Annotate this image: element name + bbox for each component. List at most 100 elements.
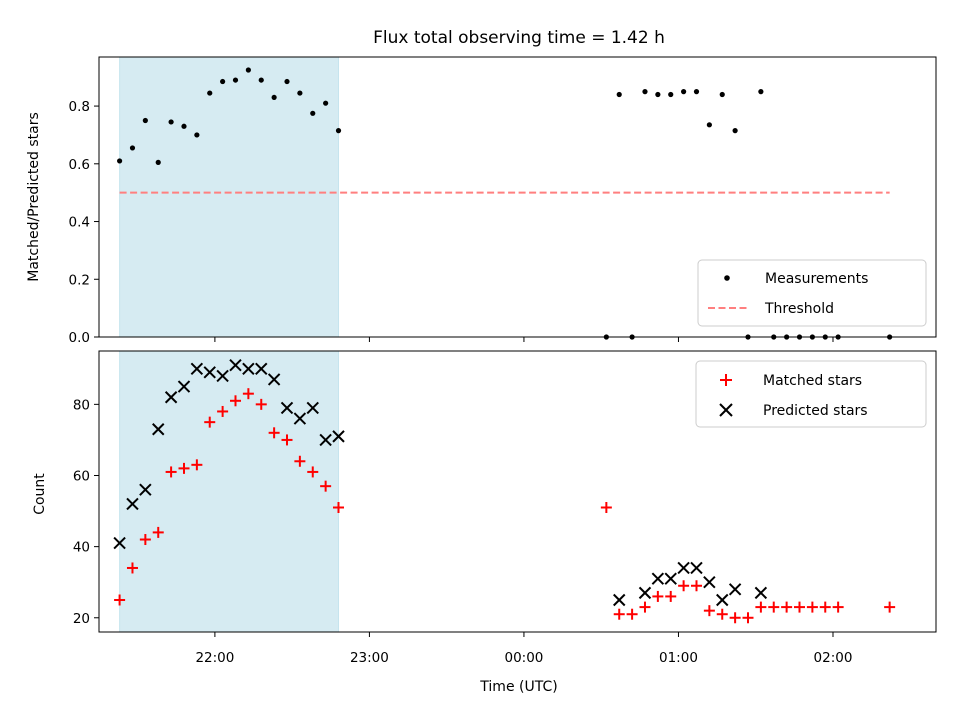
- bottom-y-ticks: 20 40 60 80: [73, 397, 99, 627]
- matched-star-point: [729, 612, 741, 624]
- predicted-star-point: [126, 497, 139, 511]
- matched-star-point: [690, 580, 702, 592]
- predicted-star-point: [293, 412, 307, 425]
- y-tick-label: 80: [73, 397, 90, 413]
- matched-star-point: [152, 526, 164, 538]
- matched-star-point: [678, 580, 690, 592]
- measurement-point: [220, 78, 226, 85]
- x-tick-label: 00:00: [504, 650, 543, 666]
- y-tick-label: 0.0: [69, 330, 90, 346]
- measurement-point: [142, 117, 148, 124]
- measurement-point: [258, 77, 264, 83]
- matched-star-point: [333, 502, 345, 514]
- measurement-point: [719, 91, 725, 98]
- x-tick-label: 01:00: [659, 650, 698, 666]
- predicted-star-point: [332, 430, 345, 443]
- predicted-star-point: [139, 483, 152, 496]
- legend-measurements-label: Measurements: [765, 271, 868, 287]
- legend-predicted-label: Predicted stars: [763, 403, 868, 419]
- predicted-star-point: [728, 583, 742, 596]
- measurement-point: [168, 119, 174, 125]
- measurement-point: [706, 122, 712, 128]
- matched-star-point: [794, 601, 806, 613]
- measurement-point: [297, 90, 303, 96]
- matched-star-point: [139, 534, 151, 546]
- matched-star-point: [768, 601, 780, 613]
- matched-star-point: [781, 601, 793, 613]
- predicted-star-point: [651, 572, 665, 585]
- legend-threshold-label: Threshold: [764, 301, 834, 317]
- matched-star-point: [204, 416, 216, 428]
- predicted-star-point: [703, 575, 716, 589]
- predicted-star-point: [638, 586, 652, 600]
- measurement-point: [335, 128, 342, 134]
- measurement-point: [732, 128, 738, 134]
- matched-star-point: [229, 395, 241, 407]
- predicted-star-point: [306, 401, 319, 415]
- measurement-point: [323, 100, 329, 106]
- matched-star-point: [639, 601, 651, 613]
- matched-star-point: [665, 590, 677, 602]
- predicted-star-point: [690, 561, 703, 575]
- matched-star-point: [600, 502, 612, 514]
- measurement-point: [129, 145, 136, 151]
- top-y-ticks: 0.0 0.2 0.4 0.6 0.8: [69, 99, 99, 346]
- top-legend-box: [697, 259, 927, 327]
- predicted-star-point: [203, 366, 216, 379]
- matched-star-point: [884, 601, 896, 613]
- matched-star-point: [320, 480, 332, 492]
- predicted-star-point: [319, 433, 332, 447]
- predicted-star-point: [242, 362, 255, 375]
- matched-star-point: [126, 562, 138, 574]
- measurement-point: [681, 89, 687, 95]
- predicted-star-point: [229, 359, 242, 372]
- measurement-point: [642, 89, 648, 95]
- chart-title: Flux total observing time = 1.42 h: [373, 28, 665, 48]
- predicted-star-point: [164, 391, 178, 404]
- matched-star-point: [165, 466, 177, 478]
- measurement-point: [181, 123, 187, 129]
- matched-star-point: [716, 608, 728, 620]
- measurement-point: [207, 90, 213, 96]
- predicted-star-point: [267, 373, 281, 386]
- y-tick-label: 60: [73, 468, 90, 484]
- measurement-point: [155, 159, 161, 165]
- matched-star-point: [255, 398, 267, 410]
- measurement-point: [245, 67, 251, 73]
- matched-star-point: [114, 594, 126, 606]
- y-tick-label: 20: [73, 611, 90, 627]
- predicted-star-point: [280, 401, 294, 415]
- matched-star-point: [703, 605, 715, 617]
- top-axes-frame: [98, 56, 937, 338]
- matched-star-point: [191, 459, 203, 471]
- measurement-point: [616, 91, 622, 98]
- matched-star-point: [268, 427, 280, 439]
- x-tick-label: 23:00: [350, 650, 389, 666]
- measurement-point: [232, 77, 239, 83]
- measurement-point: [284, 78, 290, 85]
- predicted-star-point: [754, 586, 768, 600]
- predicted-star-point: [190, 362, 204, 375]
- matched-star-point: [217, 405, 229, 417]
- matched-star-point: [307, 466, 319, 478]
- predicted-star-point: [664, 572, 677, 585]
- legend-predicted-marker: [719, 403, 733, 417]
- measurement-point: [655, 91, 661, 98]
- matched-star-point: [626, 608, 638, 620]
- bottom-legend-box: [695, 360, 927, 428]
- measurement-point: [310, 110, 316, 116]
- matched-star-point: [755, 601, 767, 613]
- x-tick-label: 22:00: [195, 650, 234, 666]
- matched-star-point: [806, 601, 818, 613]
- matched-stars-points: [114, 388, 896, 624]
- legend-measurements-marker: [724, 275, 730, 281]
- top-panel: 0.0 0.2 0.4 0.6 0.8 Flux total observing tim…: [26, 28, 937, 346]
- matched-star-point: [178, 462, 190, 474]
- bottom-x-ticks: 22:00 23:00 00:00 01:00 02:00: [195, 632, 852, 666]
- top-y-axis-label: Matched/Predicted stars: [26, 112, 42, 282]
- matched-star-point: [819, 601, 831, 613]
- top-x-ticks: [214, 337, 834, 342]
- measurement-point: [758, 89, 764, 95]
- measurement-point: [117, 158, 123, 164]
